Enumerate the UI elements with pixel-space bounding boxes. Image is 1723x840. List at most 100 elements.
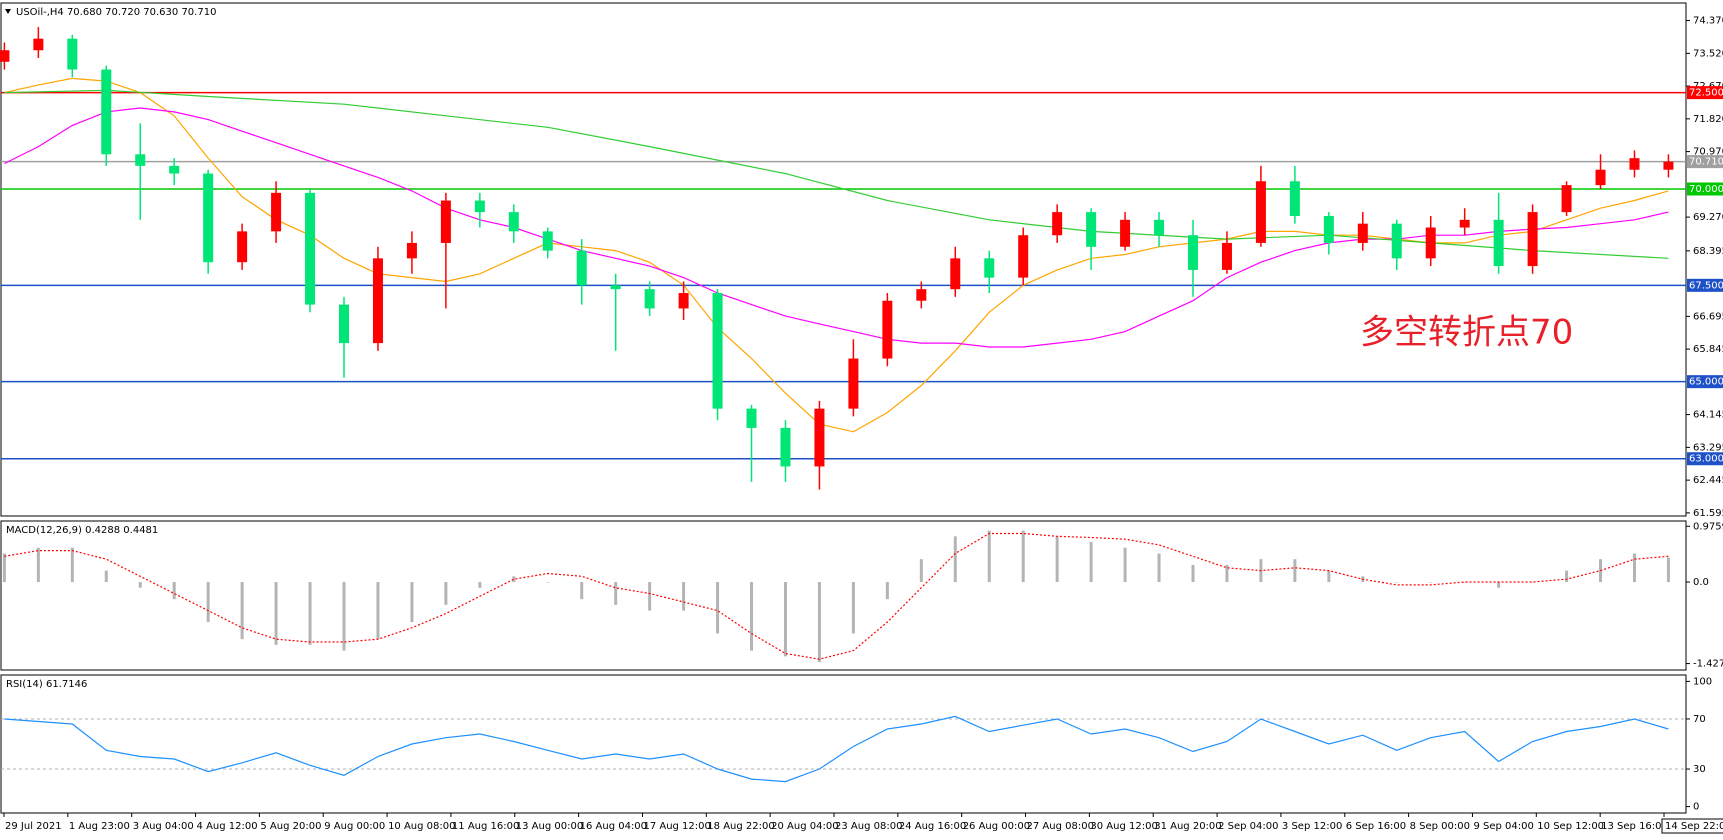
macd-bar	[308, 582, 312, 645]
x-tick-label: 1 Aug 23:00	[69, 821, 130, 832]
x-tick-label: 13 Aug 00:00	[516, 821, 583, 832]
candle-body	[644, 289, 655, 309]
macd-bar	[716, 582, 720, 634]
candle-body	[780, 427, 791, 467]
macd-bar	[851, 582, 855, 634]
macd-bar	[953, 536, 957, 583]
x-tick-label: 14 Sep 22:00	[1665, 821, 1723, 832]
candle-body	[576, 250, 587, 286]
macd-signal	[4, 532, 1669, 660]
x-tick-label: 4 Aug 12:00	[197, 821, 258, 832]
annotation: 多空转折点70	[1360, 313, 1573, 353]
x-tick-label-box	[1661, 818, 1723, 834]
macd-bar	[410, 582, 414, 623]
candle-body	[372, 258, 383, 344]
macd-bar	[274, 582, 278, 645]
y-tick-label: 0.9759	[1693, 521, 1723, 532]
macd-bar	[919, 559, 923, 583]
candle-body	[882, 300, 893, 359]
x-tick-label: 9 Aug 00:00	[324, 821, 385, 832]
panel-title: MACD(12,26,9) 0.4288 0.4481	[6, 525, 158, 536]
x-tick-label: 10 Aug 08:00	[388, 821, 455, 832]
x-tick-label: 23 Aug 08:00	[835, 821, 902, 832]
candle-body	[1188, 235, 1198, 270]
candle-body	[203, 173, 214, 263]
y-tick-label: 73.520	[1693, 48, 1723, 59]
candle-body	[542, 231, 553, 251]
candle-body	[746, 408, 757, 428]
candle-body	[101, 69, 112, 155]
candle-body	[1323, 215, 1334, 243]
candle-body	[1221, 242, 1232, 270]
macd-bar	[1429, 582, 1433, 583]
x-tick-label: 8 Sep 00:00	[1410, 821, 1470, 832]
candle-body	[1595, 169, 1606, 186]
candle-body	[1391, 223, 1402, 259]
candle-body	[678, 293, 689, 309]
candle-body	[610, 285, 621, 290]
candle-body	[950, 258, 961, 290]
level-label-box	[1687, 278, 1723, 292]
candle-body	[406, 242, 417, 259]
macd-bar	[1191, 564, 1195, 583]
y-tick-label: 65.845	[1693, 344, 1723, 355]
macd-bar	[546, 582, 550, 583]
candle-body	[1255, 181, 1266, 243]
x-tick-label: 27 Aug 08:00	[1027, 821, 1094, 832]
x-tick-label: 10 Sep 12:00	[1537, 821, 1604, 832]
x-tick-label: 13 Sep 16:00	[1601, 821, 1668, 832]
macd-bar	[1497, 582, 1501, 588]
x-tick-label: 16 Aug 04:00	[580, 821, 647, 832]
level-label-box	[1687, 452, 1723, 466]
candle-body	[508, 212, 519, 232]
x-tick-label: 18 Aug 22:00	[707, 821, 774, 832]
candle-body	[1527, 212, 1538, 267]
candle-body	[169, 165, 180, 174]
candle-body	[1459, 219, 1470, 228]
level-label: 70.000	[1689, 184, 1723, 195]
candle-body	[984, 258, 995, 278]
macd-bar	[1666, 557, 1670, 583]
y-tick-label: -1.427	[1693, 659, 1723, 670]
level-label: 72.500	[1689, 88, 1723, 99]
moving-average	[4, 89, 1669, 259]
x-tick-label: 9 Sep 04:00	[1473, 821, 1533, 832]
macd-bar	[817, 582, 821, 663]
candle-body	[440, 200, 451, 243]
candle-body	[1289, 181, 1300, 216]
macd-bar	[478, 582, 482, 588]
macd-bar	[1293, 559, 1297, 583]
level-label-box	[1687, 375, 1723, 389]
macd-bar	[1055, 536, 1059, 583]
macd-bar	[1463, 582, 1467, 583]
macd-panel	[0, 520, 1687, 671]
macd-bar	[682, 582, 686, 611]
macd-bar	[1565, 570, 1569, 583]
x-tick-label: 29 Jul 2021	[5, 821, 62, 832]
moving-average	[4, 77, 1669, 433]
x-tick-label: 11 Aug 16:00	[452, 821, 519, 832]
y-tick-label: 63.295	[1693, 442, 1723, 453]
macd-bar	[885, 582, 889, 600]
macd-bar	[1123, 547, 1127, 583]
candle-body	[1120, 219, 1131, 247]
y-tick-label: 69.270	[1693, 212, 1723, 223]
y-tick-label: 0.0	[1693, 577, 1709, 588]
y-tick-label: 64.145	[1693, 410, 1723, 421]
macd-bar	[376, 582, 380, 640]
y-tick-label: 62.445	[1693, 475, 1723, 486]
candle-body	[814, 408, 825, 467]
candle-body	[712, 293, 723, 409]
macd-bar	[783, 582, 787, 657]
candle-body	[271, 192, 282, 232]
macd-bar	[240, 582, 244, 640]
x-tick-label: 6 Sep 16:00	[1346, 821, 1406, 832]
main-panel	[0, 2, 1687, 517]
macd-bar	[36, 547, 40, 583]
candle-body	[33, 38, 44, 51]
candle-body	[237, 231, 248, 263]
candle-body	[1086, 212, 1097, 247]
candle-body	[67, 38, 78, 70]
